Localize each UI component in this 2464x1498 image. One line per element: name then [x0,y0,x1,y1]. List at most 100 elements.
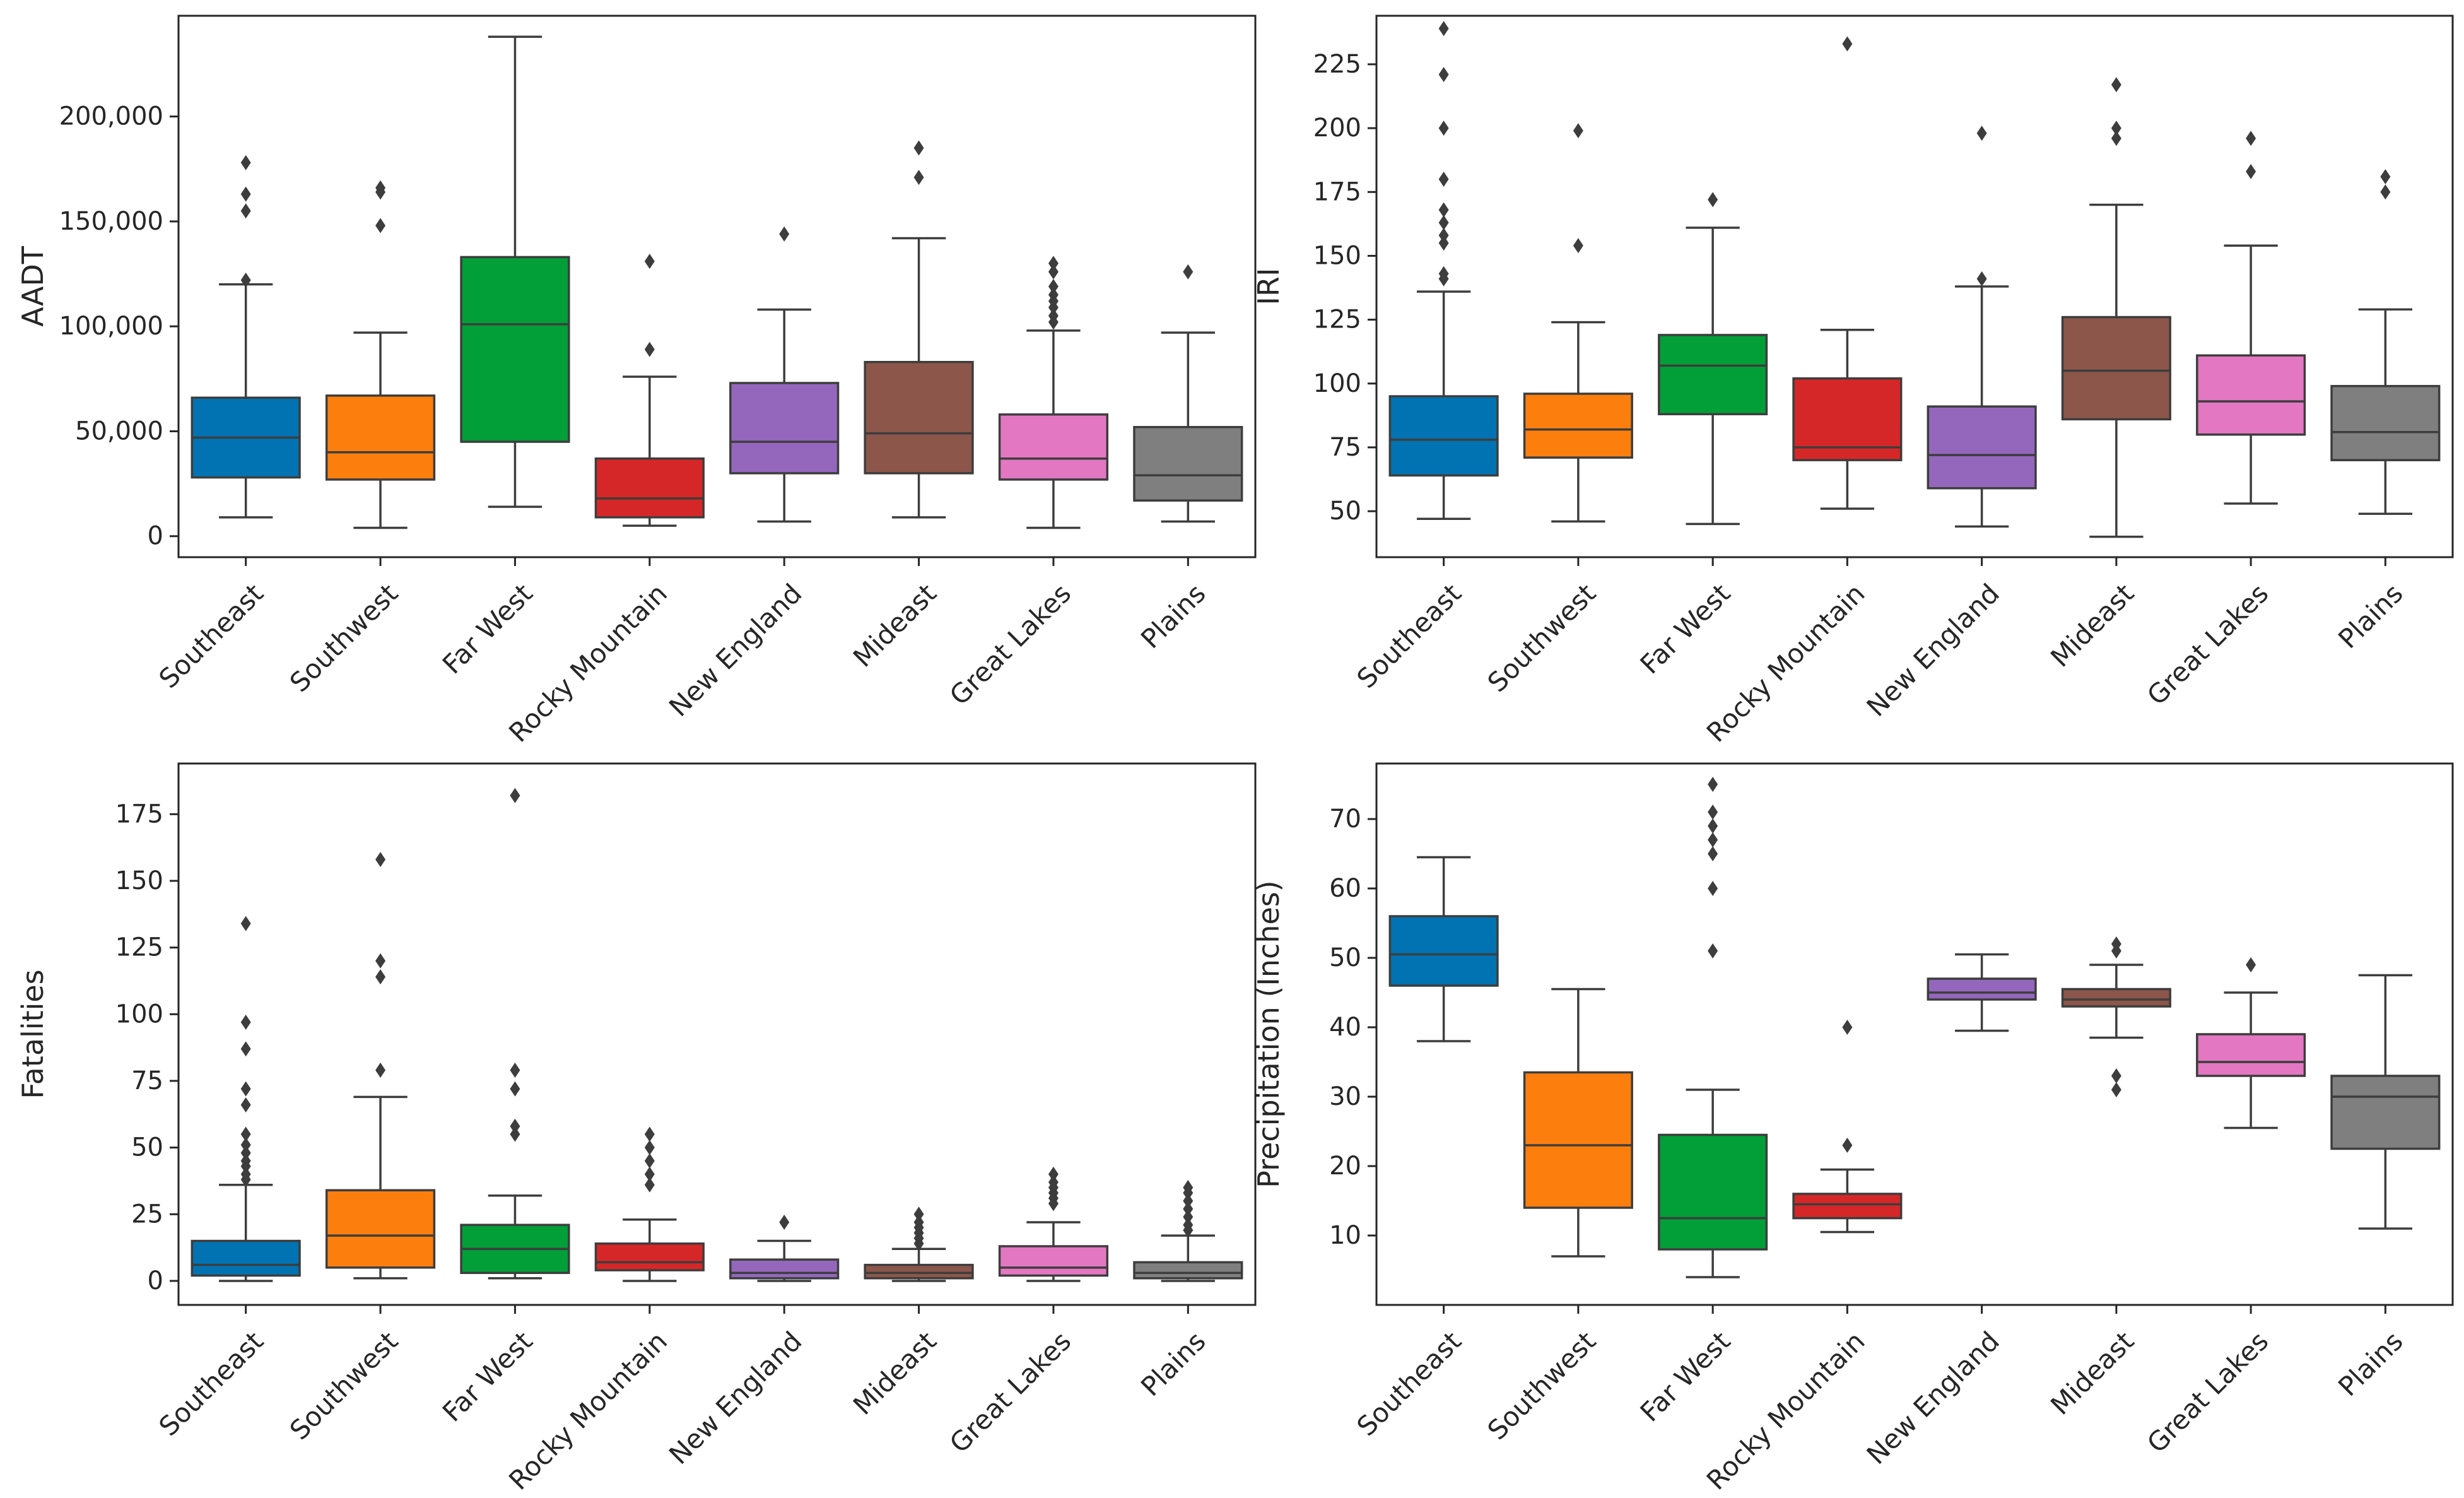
iqr-box [2330,385,2441,461]
x-tick-label: Southwest [1482,578,1602,699]
outlier-point [1438,228,1449,244]
iqr-box [1927,405,2037,490]
iqr-box [1523,392,1633,459]
outlier-point [2111,121,2121,136]
y-tick-label: 100 [1313,369,1361,398]
x-tick-label: Southwest [284,1326,404,1446]
y-tick-label: 25 [131,1200,163,1229]
iqr-box [1792,1193,1903,1220]
iqr-box [729,382,840,475]
chart-panel-aadt: 0 50,000 100,000 150,000 200,000 AADT Southeas… [16,15,1257,748]
outlier-point [375,969,386,985]
outlier-point [375,953,386,969]
y-axis-label: AADT [16,245,50,327]
iqr-box [1133,426,1243,502]
box-plains [1133,1180,1243,1282]
outlier-point [1438,67,1449,83]
chart-panel-precipitation: 10 20 30 40 50 60 70 Precipitation (Inches) Sout… [1252,762,2454,1496]
y-tick-label: 60 [1329,874,1361,903]
outlier-point [240,203,251,219]
outlier-point [1708,805,1718,820]
outlier-point [1842,36,1853,52]
outlier-point [1183,1217,1194,1233]
x-tick-label: Southeast [153,578,269,695]
iqr-box [1388,395,1499,477]
outlier-point [1708,818,1718,834]
outlier-point [510,1126,520,1142]
y-tick-label: 70 [1329,805,1361,834]
box-mideast [2061,936,2171,1097]
y-tick-label: 50,000 [75,416,163,445]
outlier-point [1438,202,1449,218]
y-tick-label: 10 [1329,1221,1361,1250]
box-new-england [1927,953,2037,1032]
iqr-box [864,1263,974,1280]
y-tick-label: 50 [1329,943,1361,972]
outlier-point [1183,264,1194,280]
outlier-point [2111,1068,2121,1083]
box-southeast [191,155,301,519]
x-tick-label: New England [663,1326,807,1470]
y-tick-label: 200,000 [59,102,163,131]
box-great-lakes [998,1166,1109,1282]
box-mideast [864,1206,974,1282]
outlier-point [240,1137,251,1153]
y-tick-label: 125 [115,933,163,962]
outlier-point [510,1063,520,1078]
outlier-point [1708,192,1718,208]
y-tick-label: 100 [115,1000,163,1029]
outlier-point [644,254,655,269]
x-tick-label: Great Lakes [944,578,1077,711]
outlier-point [1573,238,1583,254]
outlier-point [1438,21,1449,37]
outlier-point [1708,832,1718,847]
x-tick-label: Plains [2332,1326,2409,1403]
outlier-point [240,1153,251,1169]
outlier-point [240,273,251,288]
outlier-point [1438,172,1449,187]
iqr-box [1388,915,1499,987]
box-southwest [325,852,436,1280]
x-tick-label: Southeast [153,1326,269,1442]
x-tick-label: Far West [1634,1326,1737,1428]
outlier-point [1438,215,1449,230]
x-tick-label: Mideast [2045,1326,2140,1421]
chart-panel-fatalities: 0 25 50 75 100 125 150 175 Fatalities Southeast So… [16,762,1257,1496]
y-tick-label: 125 [1313,305,1361,334]
x-tick-label: Mideast [2045,578,2140,673]
y-tick-label: 75 [131,1066,163,1095]
outlier-point [644,1177,655,1193]
outlier-point [1183,1180,1194,1196]
box-southwest [1523,123,1633,523]
outlier-point [1708,846,1718,861]
x-tick-label: Far West [437,578,539,680]
x-tick-label: Great Lakes [2141,578,2274,711]
x-tick-label: Southwest [1482,1326,1602,1446]
box-great-lakes [2196,957,2306,1129]
outlier-point [240,1126,251,1142]
x-tick-label: Mideast [847,1326,942,1421]
y-tick-label: 225 [1313,50,1361,79]
box-new-england [1927,126,2037,528]
box-southeast [1388,856,1499,1042]
outlier-point [644,1166,655,1182]
x-tick-label: Mideast [847,578,942,673]
outlier-point [2111,77,2121,93]
outlier-point [1048,279,1059,294]
iqr-box [1523,1071,1633,1209]
x-tick-label: Great Lakes [2141,1326,2274,1459]
outlier-point [240,1041,251,1057]
outlier-point [779,1214,790,1230]
x-tick-label: New England [1861,1326,2005,1470]
y-tick-label: 30 [1329,1082,1361,1111]
outlier-point [510,1118,520,1134]
chart-panel-iri: 50 75 100 125 150 175 200 225 IRI Southeast Southw… [1252,15,2454,748]
outlier-point [1976,126,1987,141]
box-far-west [460,35,570,508]
outlier-point [1708,881,1718,896]
iqr-box [460,256,570,443]
outlier-point [375,852,386,868]
x-tick-label: Southeast [1351,578,1467,695]
box-rocky-mountain [594,254,705,527]
